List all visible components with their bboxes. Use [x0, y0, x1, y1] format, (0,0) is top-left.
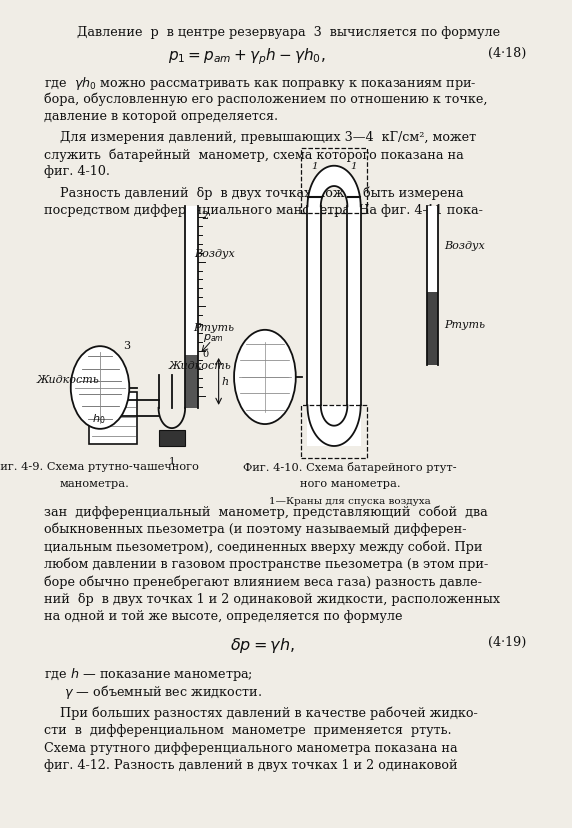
- Text: на одной и той же высоте, определяется по формуле: на одной и той же высоте, определяется п…: [44, 609, 403, 623]
- Bar: [185, 207, 198, 408]
- Text: (4·18): (4·18): [488, 46, 526, 60]
- Bar: [185, 355, 198, 408]
- Text: $\delta p = \gamma h,$: $\delta p = \gamma h,$: [230, 635, 295, 654]
- Text: служить  батарейный  манометр, схема которого показана на: служить батарейный манометр, схема котор…: [44, 148, 464, 161]
- Text: зан  дифференциальный  манометр, представляющий  собой  два: зан дифференциальный манометр, представл…: [44, 505, 488, 518]
- Text: $p_1 = p_{am} + \gamma_p h - \gamma h_0,$: $p_1 = p_{am} + \gamma_p h - \gamma h_0,…: [168, 46, 325, 67]
- Text: (4·19): (4·19): [488, 635, 526, 648]
- Text: Воздух: Воздух: [444, 240, 485, 250]
- Bar: [158, 431, 185, 446]
- Text: ного манометра.: ного манометра.: [300, 479, 400, 489]
- Text: 3: 3: [123, 340, 130, 350]
- Text: где  $\gamma h_0$ можно рассматривать как поправку к показаниям при-: где $\gamma h_0$ можно рассматривать как…: [44, 75, 476, 92]
- Bar: [308, 207, 321, 406]
- Text: посредством дифференциального манометра. На фиг. 4-11 пока-: посредством дифференциального манометра.…: [44, 204, 483, 216]
- Bar: [308, 406, 361, 446]
- Text: При больших разностях давлений в качестве рабочей жидко-: При больших разностях давлений в качеств…: [44, 706, 478, 720]
- Text: Схема ртутного дифференциального манометра показана на: Схема ртутного дифференциального маномет…: [44, 741, 458, 754]
- Text: 0: 0: [202, 349, 209, 359]
- Text: $p_{am}$: $p_{am}$: [202, 332, 224, 344]
- Ellipse shape: [71, 347, 129, 429]
- Bar: [347, 207, 361, 406]
- Text: Давление  p  в центре резервуара  3  вычисляется по формуле: Давление p в центре резервуара 3 вычисля…: [77, 26, 500, 39]
- Text: 1: 1: [169, 456, 175, 465]
- Bar: [301, 406, 367, 459]
- Text: 2: 2: [201, 211, 209, 221]
- Text: 1: 1: [311, 161, 317, 171]
- Text: любом давлении в газовом пространстве пьезометра (в этом при-: любом давлении в газовом пространстве пь…: [44, 557, 488, 570]
- Bar: [301, 149, 367, 214]
- Ellipse shape: [234, 330, 296, 425]
- Text: Жидкость: Жидкость: [36, 375, 99, 385]
- Polygon shape: [308, 166, 361, 207]
- Text: обыкновенных пьезометра (и поэтому называемый дифферен-: обыкновенных пьезометра (и поэтому назыв…: [44, 522, 467, 536]
- Text: ний  δp  в двух точках 1 и 2 одинаковой жидкости, расположенных: ний δp в двух точках 1 и 2 одинаковой жи…: [44, 592, 500, 605]
- Text: где $h$ — показание манометра;: где $h$ — показание манометра;: [44, 665, 253, 681]
- Text: давление в которой определяется.: давление в которой определяется.: [44, 109, 279, 123]
- Text: h: h: [221, 377, 228, 387]
- Bar: [427, 207, 438, 365]
- Text: Для измерения давлений, превышающих 3—4  кГ/см², может: Для измерения давлений, превышающих 3—4 …: [44, 130, 476, 143]
- Bar: [89, 392, 137, 445]
- Text: Ртуть: Ртуть: [444, 320, 485, 330]
- Text: $\gamma$ — объемный вес жидкости.: $\gamma$ — объемный вес жидкости.: [44, 682, 262, 700]
- Text: манометра.: манометра.: [59, 479, 130, 489]
- Text: 1: 1: [351, 161, 358, 171]
- Text: Жидкость: Жидкость: [169, 360, 232, 370]
- Text: Ртуть: Ртуть: [193, 322, 235, 332]
- Text: Разность давлений  δp  в двух точках может быть измерена: Разность давлений δp в двух точках может…: [44, 186, 464, 200]
- Text: циальным пьезометром), соединенных вверху между собой. При: циальным пьезометром), соединенных вверх…: [44, 540, 483, 553]
- Text: Воздух: Воздух: [194, 248, 235, 258]
- Text: бора, обусловленную его расположением по отношению к точке,: бора, обусловленную его расположением по…: [44, 92, 488, 106]
- Text: $h_0$: $h_0$: [92, 412, 105, 426]
- Text: 1—Краны для спуска воздуха: 1—Краны для спуска воздуха: [269, 496, 431, 505]
- Text: фиг. 4-10.: фиг. 4-10.: [44, 166, 110, 178]
- Text: сти  в  дифференциальном  манометре  применяется  ртуть.: сти в дифференциальном манометре применя…: [44, 724, 452, 737]
- Text: Фиг. 4-10. Схема батарейного ртут-: Фиг. 4-10. Схема батарейного ртут-: [243, 461, 457, 472]
- Text: боре обычно пренебрегают влиянием веса газа) разность давле-: боре обычно пренебрегают влиянием веса г…: [44, 575, 482, 588]
- Text: фиг. 4-12. Разность давлений в двух точках 1 и 2 одинаковой: фиг. 4-12. Разность давлений в двух точк…: [44, 758, 458, 772]
- Text: Фиг. 4-9. Схема ртутно-чашечного: Фиг. 4-9. Схема ртутно-чашечного: [0, 461, 198, 471]
- Bar: [427, 292, 438, 365]
